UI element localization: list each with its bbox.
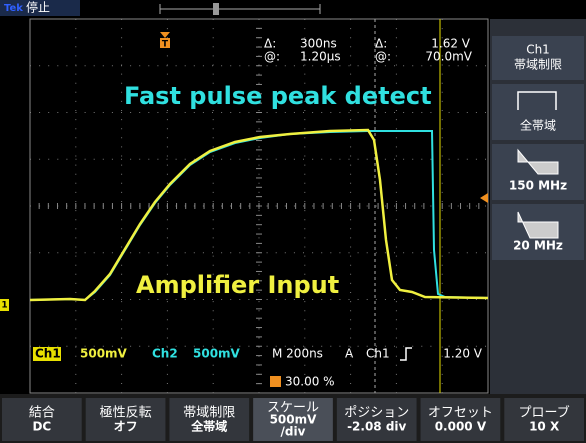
button-label: プローブ — [519, 405, 570, 421]
button-label: オフセット — [428, 406, 493, 421]
ch2-label: Ch2 — [152, 347, 178, 361]
side-menu-option: 20 MHz — [513, 239, 563, 253]
trigger-position: 30.00 % — [285, 375, 335, 389]
button-label: ポジション — [344, 406, 409, 421]
button-value: 全帯域 — [190, 419, 227, 434]
timebase: M 200ns — [272, 347, 323, 361]
button-label: 結合 — [29, 406, 55, 421]
cursor-label: @: — [264, 50, 280, 64]
svg-text:T: T — [162, 40, 169, 50]
button-value: -2.08 div — [347, 420, 406, 434]
cursor-value: 300ns — [300, 37, 337, 51]
trigger-source: Ch1 — [366, 347, 390, 361]
button-value: オフ — [114, 420, 138, 434]
bottom-menu-button[interactable]: ポジション-2.08 div — [337, 398, 417, 441]
ch2-scale: 500mV — [193, 347, 241, 361]
button-unit: /div — [281, 425, 306, 439]
button-label: 極性反転 — [100, 405, 152, 421]
cursor-value: 70.0mV — [425, 50, 472, 64]
cursor-label: @: — [375, 50, 391, 64]
brand: Tek — [4, 3, 23, 14]
cursor-value: 1.20µs — [300, 50, 341, 64]
oscilloscope-screen: Tek 停止 T 1 Δ: 300ns Δ: 1.62 V @: 1.20µs … — [0, 0, 586, 443]
button-value: DC — [32, 420, 51, 434]
trigger-mode: A — [345, 347, 354, 361]
ch1-marker: 1 — [0, 299, 9, 311]
cursor-label: Δ: — [264, 37, 276, 51]
trigger-position-icon — [270, 376, 281, 387]
run-state: 停止 — [26, 0, 50, 15]
side-menu-option: 150 MHz — [509, 179, 567, 193]
svg-text:1: 1 — [1, 301, 7, 311]
yellow-annotation: Amplifier Input — [136, 271, 339, 299]
side-menu-title: Ch1 — [526, 43, 550, 57]
side-menu-button[interactable]: 150 MHz — [492, 144, 584, 200]
ch1-label: Ch1 — [35, 347, 61, 361]
cyan-annotation: Fast pulse peak detect — [124, 82, 432, 110]
side-menu-button[interactable]: 全帯域 — [492, 84, 584, 140]
button-value: 0.000 V — [435, 420, 487, 434]
cursor-label: Δ: — [375, 37, 387, 51]
trigger-level: 1.20 V — [443, 347, 483, 361]
button-label: 帯域制限 — [183, 406, 235, 421]
cursor-value: 1.62 V — [431, 37, 471, 51]
button-value: 10 X — [529, 420, 560, 434]
side-menu-button[interactable]: 20 MHz — [492, 204, 584, 260]
ch1-scale: 500mV — [80, 347, 128, 361]
side-menu-option: 全帯域 — [520, 118, 556, 133]
side-menu-subtitle: 帯域制限 — [514, 58, 562, 72]
